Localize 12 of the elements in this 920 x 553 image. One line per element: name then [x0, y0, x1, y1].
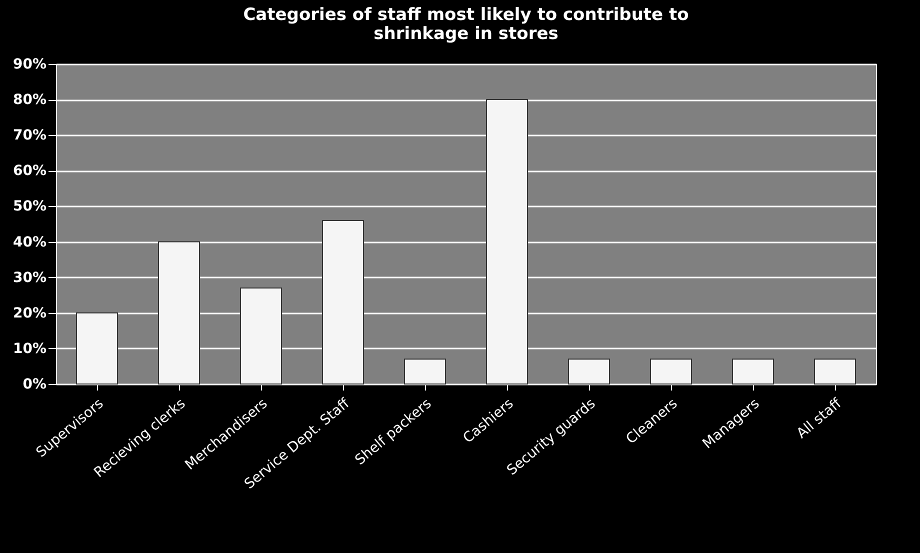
text: Categories of staff most likely to contribute to — [243, 5, 689, 25]
y-tick-label: 30% — [12, 270, 46, 286]
y-tick-label: 40% — [12, 234, 46, 250]
y-tick-label: 50% — [12, 198, 46, 215]
y-tick-label: 90% — [12, 56, 46, 72]
y-tick-label: 80% — [12, 92, 46, 108]
y-tick-label: 0% — [22, 376, 46, 392]
text: shrinkage in stores — [374, 24, 558, 44]
y-tick-label: 60% — [12, 163, 46, 180]
y-tick-label: 10% — [12, 340, 46, 357]
y-tick-label: 70% — [12, 128, 46, 144]
y-tick-label: 20% — [12, 305, 46, 322]
